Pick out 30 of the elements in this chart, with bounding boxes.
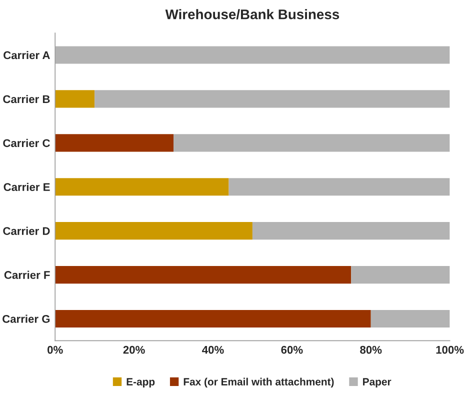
x-tick-label: 0% bbox=[48, 346, 63, 354]
bar bbox=[370, 310, 450, 328]
bar bbox=[252, 222, 450, 240]
x-tick-label: 20% bbox=[123, 346, 145, 354]
bar bbox=[228, 178, 450, 196]
x-tick-label: 40% bbox=[202, 346, 224, 354]
y-tick-label: Carrier G bbox=[2, 314, 50, 323]
y-tick-label: Carrier B bbox=[3, 94, 50, 104]
bar bbox=[351, 266, 450, 284]
bar bbox=[55, 178, 229, 196]
y-tick-label: Carrier E bbox=[4, 182, 50, 192]
y-tick-label: Carrier F bbox=[4, 270, 50, 279]
chart-title: Wirehouse/Bank Business bbox=[165, 9, 340, 20]
y-tick-label: Carrier C bbox=[3, 138, 50, 148]
bar bbox=[55, 90, 95, 108]
legend-label: Fax (or Email with attachment) bbox=[184, 378, 334, 388]
bar bbox=[55, 222, 252, 240]
legend-label: E-app bbox=[126, 378, 155, 388]
bar bbox=[55, 46, 450, 64]
bar bbox=[55, 266, 352, 284]
bar bbox=[55, 310, 371, 328]
y-tick-label: Carrier D bbox=[3, 226, 50, 235]
bar bbox=[55, 134, 174, 152]
x-tick-label: 80% bbox=[360, 346, 382, 354]
bar bbox=[94, 90, 450, 108]
bar bbox=[174, 134, 450, 152]
x-tick-label: 60% bbox=[281, 346, 303, 354]
legend-label: Paper bbox=[363, 378, 392, 388]
x-tick-label: 100% bbox=[436, 346, 464, 354]
y-tick-label: Carrier A bbox=[4, 50, 50, 60]
